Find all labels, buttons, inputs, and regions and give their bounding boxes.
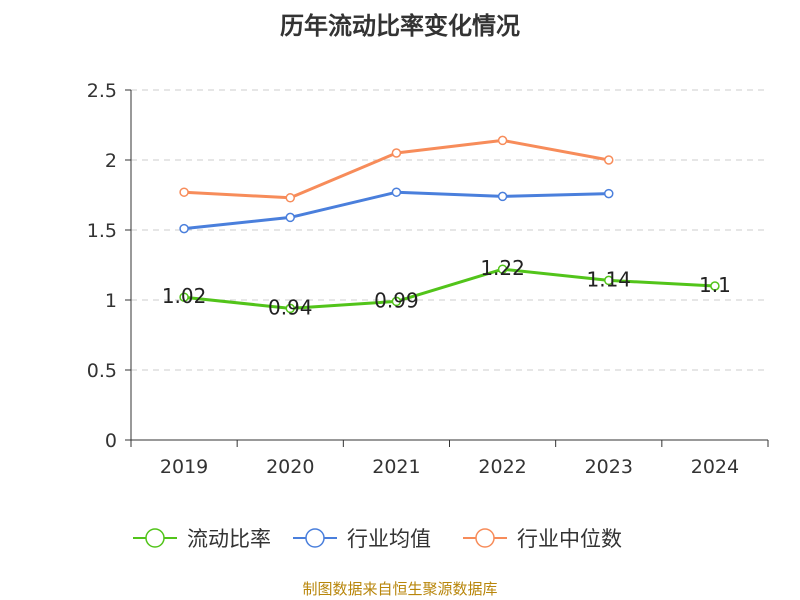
source-note: 制图数据来自恒生聚源数据库 bbox=[302, 580, 498, 598]
legend-label: 流动比率 bbox=[187, 527, 271, 551]
data-point[interactable] bbox=[710, 281, 720, 291]
y-tick-label: 2 bbox=[105, 150, 117, 172]
legend-marker bbox=[475, 528, 495, 548]
data-point[interactable] bbox=[604, 275, 614, 286]
x-tick-label: 2022 bbox=[478, 456, 526, 478]
x-tick-label: 2019 bbox=[160, 456, 208, 478]
y-tick-label: 1.5 bbox=[87, 220, 117, 242]
legend-marker bbox=[145, 528, 165, 548]
series-line bbox=[183, 190, 609, 231]
legend-item[interactable]: 行业中位数 bbox=[463, 527, 622, 551]
y-tick-label: 2.5 bbox=[87, 80, 117, 102]
x-tick-label: 2024 bbox=[691, 456, 739, 478]
data-point[interactable] bbox=[179, 223, 189, 234]
data-point[interactable] bbox=[497, 264, 508, 274]
data-point[interactable] bbox=[391, 148, 402, 158]
x-tick-label: 2020 bbox=[266, 456, 314, 478]
legend[interactable]: 流动比率 行业均值 行业中位数 bbox=[133, 527, 622, 551]
data-point[interactable] bbox=[604, 155, 614, 165]
data-point[interactable] bbox=[391, 187, 402, 197]
data-labels: 1.02 0.94 0.99 1.22 1.14 1.1 bbox=[162, 256, 731, 319]
y-tick-label: 0.5 bbox=[87, 360, 117, 382]
legend-item[interactable]: 流动比率 bbox=[133, 527, 271, 551]
grid-lines bbox=[131, 89, 768, 371]
legend-item[interactable]: 行业均值 bbox=[293, 527, 431, 551]
legend-marker bbox=[305, 528, 325, 548]
data-point[interactable] bbox=[285, 193, 295, 203]
data-point[interactable] bbox=[497, 135, 508, 146]
data-point[interactable] bbox=[497, 191, 508, 202]
data-label: 1.22 bbox=[480, 256, 525, 280]
data-label: 1.02 bbox=[162, 284, 207, 308]
legend-label: 行业均值 bbox=[347, 527, 431, 551]
data-point[interactable] bbox=[391, 296, 402, 307]
series-line bbox=[183, 267, 715, 310]
legend-label: 行业中位数 bbox=[517, 527, 622, 551]
data-point[interactable] bbox=[285, 303, 295, 314]
data-point[interactable] bbox=[179, 187, 189, 197]
y-tick-label: 1 bbox=[105, 290, 117, 312]
y-tick-label: 0 bbox=[105, 430, 117, 452]
data-point[interactable] bbox=[604, 188, 614, 199]
chart-title: 历年流动比率变化情况 bbox=[280, 12, 520, 40]
data-label: 0.94 bbox=[268, 295, 313, 319]
data-point[interactable] bbox=[285, 212, 295, 223]
data-label: 0.99 bbox=[374, 288, 419, 312]
data-point[interactable] bbox=[179, 292, 189, 302]
data-label: 1.1 bbox=[699, 273, 731, 297]
axes: 0 0.5 1 1.5 2 2.5 2019 2020 2021 2022 2023 2024 bbox=[87, 80, 769, 478]
x-tick-label: 2023 bbox=[585, 456, 633, 478]
data-label: 1.14 bbox=[586, 267, 631, 291]
series-layer bbox=[179, 135, 720, 314]
x-tick-label: 2021 bbox=[372, 456, 420, 478]
